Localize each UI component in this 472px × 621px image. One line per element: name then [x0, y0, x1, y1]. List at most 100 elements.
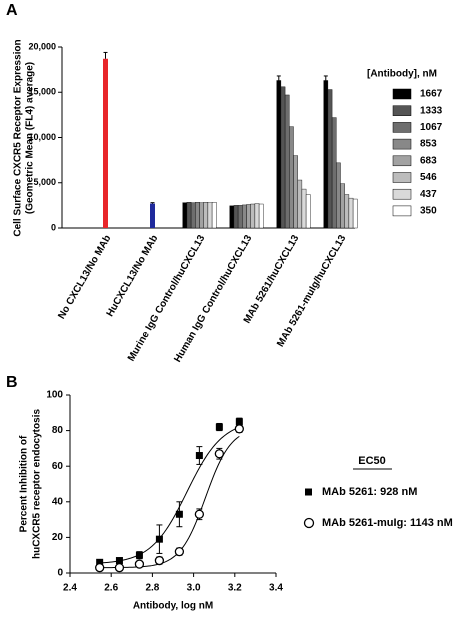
point	[194, 509, 205, 519]
point	[135, 551, 143, 559]
legend-title: [Antibody], nM	[367, 69, 437, 80]
y-tick-label: 100	[46, 390, 63, 401]
bar	[331, 117, 337, 229]
bar	[305, 194, 311, 229]
bar	[254, 203, 260, 229]
point	[234, 424, 244, 434]
point	[114, 563, 125, 573]
bar	[207, 202, 213, 229]
legend-label: 853	[420, 139, 437, 150]
point	[174, 546, 185, 557]
bar	[103, 58, 108, 228]
bar	[276, 80, 282, 229]
point	[115, 557, 123, 565]
point	[96, 558, 104, 566]
y-tick-label: 0	[51, 222, 56, 232]
x-tick-label: No CXCL13/No MAb	[56, 233, 113, 321]
bar	[250, 203, 256, 229]
point	[214, 449, 225, 459]
bar	[289, 126, 294, 229]
x-tick-label: HuCXCL13/No MAb	[105, 233, 161, 318]
x-tick-label: Human IgG Control/huCXCL13	[172, 233, 254, 364]
bar	[150, 203, 155, 228]
bar	[297, 179, 303, 229]
panel-label: B	[6, 374, 18, 391]
panel-label: A	[6, 2, 18, 19]
bar	[327, 89, 333, 229]
y-tick-label: 60	[52, 461, 64, 472]
y-tick-label: 40	[52, 496, 64, 507]
legend-label: 546	[420, 172, 437, 183]
bar	[211, 202, 217, 229]
y-tick-label: 20	[52, 532, 64, 543]
legend-label: 437	[420, 189, 437, 200]
bar	[336, 162, 341, 229]
x-tick-label: 3.4	[269, 583, 283, 594]
legend-label: MAb 5261-muIg: 1143 nM	[322, 517, 453, 529]
y-tick-label: 20,000	[28, 41, 56, 51]
point	[134, 559, 145, 569]
point	[154, 555, 165, 566]
y-tick-label: 80	[52, 425, 64, 436]
bar	[229, 205, 235, 229]
bar	[258, 203, 264, 229]
bar	[352, 198, 358, 229]
legend-swatch	[392, 172, 412, 183]
bar	[246, 204, 251, 229]
legend-label: 1667	[420, 89, 443, 100]
legend-swatch	[392, 205, 412, 217]
x-tick-label: 2.8	[145, 583, 159, 594]
y-tick-label: 5,000	[33, 177, 56, 187]
legend-marker	[305, 488, 312, 496]
fit-curve	[99, 426, 240, 564]
legend-swatch	[392, 138, 412, 150]
bar	[301, 188, 307, 229]
bar	[280, 86, 286, 229]
legend-title: EC50	[358, 455, 386, 467]
bar	[237, 205, 243, 229]
legend-label: 1067	[420, 122, 443, 133]
x-tick-label: 3.0	[187, 583, 201, 594]
legend-swatch	[392, 88, 412, 100]
bar	[233, 205, 239, 229]
legend-swatch	[392, 105, 412, 116]
x-tick-label: Murine IgG Control/huCXCL13	[126, 233, 208, 363]
legend-label: MAb 5261: 928 nM	[322, 486, 417, 498]
x-axis-label: Antibody, log nM	[133, 601, 213, 612]
bar	[186, 202, 192, 229]
x-tick-label: 3.2	[228, 583, 242, 594]
bar	[203, 202, 209, 229]
y-axis-label: (Geometric Mean (FL4) average)	[25, 62, 36, 214]
y-axis-label: Percent Inhibition of	[19, 435, 30, 532]
bar	[344, 194, 350, 229]
bar	[293, 155, 298, 229]
y-axis-label: Cell Surface CXCR5 Receptor Expression	[13, 39, 24, 236]
point	[175, 510, 183, 518]
legend-swatch	[392, 188, 412, 200]
y-tick-label: 15,000	[28, 87, 56, 97]
point	[235, 418, 243, 426]
legend-label: 1333	[420, 105, 443, 116]
x-tick-label: 2.6	[104, 583, 118, 594]
bar	[242, 204, 247, 229]
x-tick-label: 2.4	[63, 583, 77, 594]
bar	[323, 80, 329, 229]
legend-swatch	[392, 155, 412, 167]
bar	[340, 183, 345, 229]
legend-label: 683	[420, 155, 437, 166]
bar	[199, 202, 204, 229]
y-tick-label: 0	[57, 568, 63, 579]
y-tick-label: 10,000	[28, 132, 56, 142]
bar	[284, 94, 290, 229]
bar	[182, 202, 188, 229]
y-axis-label: huCXCR5 receptor endocytosis	[32, 409, 43, 559]
point	[195, 452, 203, 460]
bar	[190, 202, 196, 229]
point	[215, 423, 223, 431]
legend-label: 350	[420, 206, 437, 217]
legend-marker	[303, 517, 315, 529]
bar	[195, 202, 200, 229]
point	[155, 535, 163, 543]
